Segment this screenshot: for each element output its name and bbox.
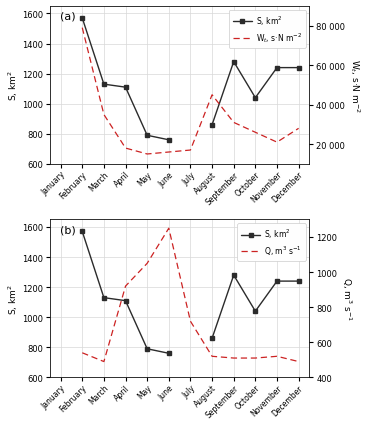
W$_t$, s·N m$^{-2}$ [275,140,279,145]
Q, m$^3$ s$^{-1}$ [253,356,258,361]
S, km$^2$ [102,295,106,300]
S, km$^2$ [145,346,149,351]
Y-axis label: S, km$^2$: S, km$^2$ [7,70,20,101]
Legend: S, km$^2$, Q, m$^3$ s$^{-1}$: S, km$^2$, Q, m$^3$ s$^{-1}$ [237,224,306,261]
Text: (a): (a) [60,12,76,22]
W$_t$, s·N m$^{-2}$ [253,130,258,135]
Q, m$^3$ s$^{-1}$ [166,226,171,231]
Q, m$^3$ s$^{-1}$ [296,359,301,364]
S, km$^2$ [80,16,85,21]
Text: (b): (b) [60,225,76,235]
Y-axis label: Q, m$^3$ s$^{-1}$: Q, m$^3$ s$^{-1}$ [340,276,354,321]
Q, m$^3$ s$^{-1}$ [275,354,279,359]
S, km$^2$ [123,85,128,90]
S, km$^2$ [123,298,128,303]
Line: Q, m$^3$ s$^{-1}$: Q, m$^3$ s$^{-1}$ [82,229,299,362]
Q, m$^3$ s$^{-1}$ [231,356,236,361]
W$_t$, s·N m$^{-2}$ [231,121,236,126]
W$_t$, s·N m$^{-2}$ [166,150,171,155]
W$_t$, s·N m$^{-2}$ [296,127,301,132]
Line: W$_t$, s·N m$^{-2}$: W$_t$, s·N m$^{-2}$ [82,29,299,155]
W$_t$, s·N m$^{-2}$ [188,148,193,153]
Q, m$^3$ s$^{-1}$ [123,284,128,289]
S, km$^2$ [102,82,106,87]
S, km$^2$ [166,138,171,143]
Legend: S, km$^2$, W$_t$, s·N m$^{-2}$: S, km$^2$, W$_t$, s·N m$^{-2}$ [229,11,306,49]
Y-axis label: W$_t$, s·N m$^{-2}$: W$_t$, s·N m$^{-2}$ [348,59,362,113]
S, km$^2$ [145,133,149,138]
S, km$^2$ [80,229,85,234]
Q, m$^3$ s$^{-1}$ [188,319,193,324]
W$_t$, s·N m$^{-2}$ [80,26,85,31]
W$_t$, s·N m$^{-2}$ [210,93,214,98]
Q, m$^3$ s$^{-1}$ [102,359,106,364]
W$_t$, s·N m$^{-2}$ [102,113,106,118]
Q, m$^3$ s$^{-1}$ [80,351,85,356]
Line: S, km$^2$: S, km$^2$ [80,230,171,355]
Line: S, km$^2$: S, km$^2$ [80,17,171,142]
Q, m$^3$ s$^{-1}$ [145,261,149,266]
W$_t$, s·N m$^{-2}$ [123,146,128,151]
Y-axis label: S, km$^2$: S, km$^2$ [7,283,20,314]
S, km$^2$ [166,351,171,356]
W$_t$, s·N m$^{-2}$ [145,152,149,157]
Q, m$^3$ s$^{-1}$ [210,354,214,359]
